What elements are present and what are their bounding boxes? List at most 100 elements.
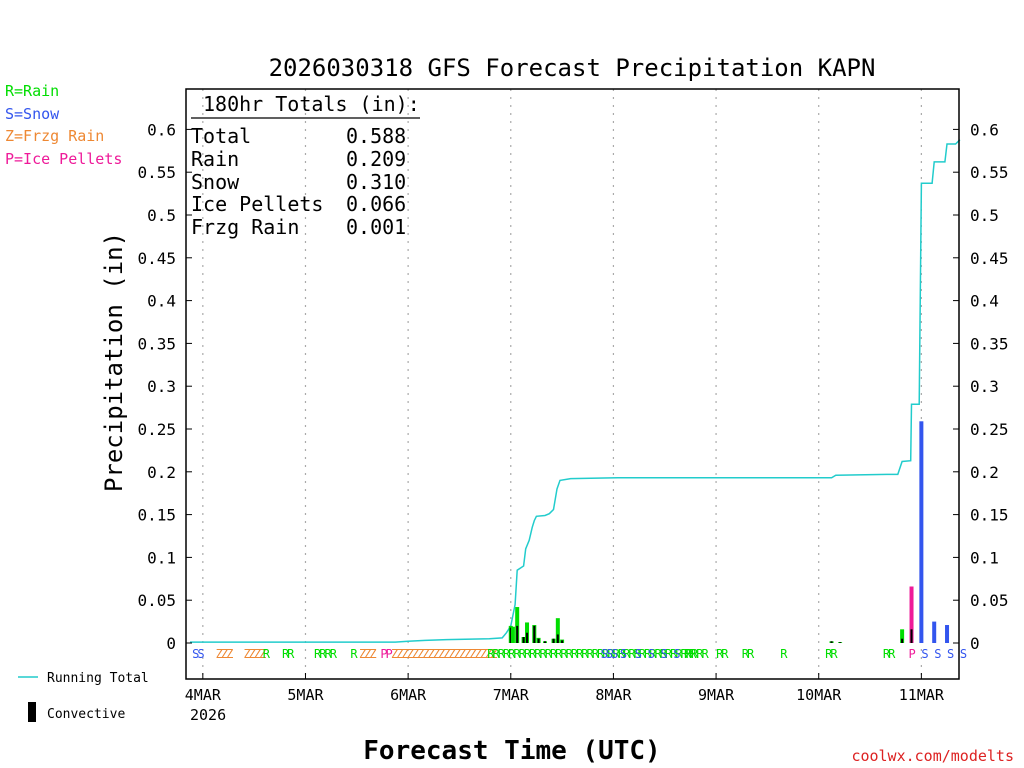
precip-bar-p bbox=[909, 586, 914, 643]
convective-bar bbox=[533, 625, 536, 643]
convective-bar bbox=[552, 638, 555, 643]
type-label-r: RRRR bbox=[314, 647, 338, 661]
y-tick-label-left: 0.15 bbox=[137, 506, 176, 525]
type-label-r: R bbox=[350, 647, 358, 661]
series-legend: Running Total Convective bbox=[18, 671, 149, 722]
y-tick-label-right: 0.55 bbox=[970, 163, 1009, 182]
x-tick-label: 5MAR bbox=[287, 686, 324, 704]
type-label-s: S bbox=[934, 647, 941, 661]
type-label-r: RR bbox=[825, 647, 838, 661]
y-tick-label-left: 0.4 bbox=[147, 292, 176, 311]
x-tick-label: 7MAR bbox=[493, 686, 530, 704]
y-tick-label-right: 0.35 bbox=[970, 334, 1009, 353]
convective-bar bbox=[839, 642, 842, 643]
convective-bar bbox=[516, 625, 519, 643]
type-label-z: ZZZZZZZZZZZZZZZZZZZZ bbox=[391, 647, 497, 661]
type-label-s: S bbox=[635, 647, 642, 661]
x-tick-label: 8MAR bbox=[595, 686, 632, 704]
totals-value-ice-pellets: 0.066 bbox=[346, 192, 406, 216]
precip-bars bbox=[508, 421, 950, 643]
type-label-r: RRRRRRRRRRRRRRRRRRRRRRRRRRRRRRRRRRRRRRRR… bbox=[487, 647, 709, 661]
y-tick-label-right: 0 bbox=[970, 634, 980, 653]
convective-bar bbox=[526, 632, 529, 643]
type-label-s: S bbox=[648, 647, 655, 661]
precip-bar-r bbox=[515, 607, 520, 643]
chart-title: 2026030318 GFS Forecast Precipitation KA… bbox=[269, 54, 876, 82]
year-label: 2026 bbox=[190, 706, 226, 724]
totals-label-freezing-rain: Frzg Rain bbox=[191, 215, 299, 239]
running-total-series bbox=[190, 139, 961, 643]
convective-bar bbox=[556, 634, 559, 643]
type-label-s: S bbox=[921, 647, 928, 661]
type-label-s: S bbox=[947, 647, 954, 661]
type-label-r: RR bbox=[282, 647, 295, 661]
x-tick-label: 10MAR bbox=[796, 686, 842, 704]
y-tick-label-left: 0.2 bbox=[147, 463, 176, 482]
precip-bar-s bbox=[919, 421, 924, 643]
y-tick-label-left: 0.45 bbox=[137, 249, 176, 268]
y-tick-label-left: 0.5 bbox=[147, 206, 176, 225]
x-tick-label: 6MAR bbox=[390, 686, 427, 704]
credit-text: coolwx.com/modelts bbox=[851, 747, 1014, 765]
legend-freezing-rain: Z=Frzg Rain bbox=[5, 127, 104, 145]
convective-legend-swatch bbox=[28, 702, 36, 722]
totals-box: 180hr Totals (in): Total 0.588 Rain 0.20… bbox=[191, 92, 420, 239]
type-label-s: S bbox=[673, 647, 680, 661]
x-tick-label: 11MAR bbox=[899, 686, 945, 704]
precip-bar-s bbox=[945, 625, 950, 643]
totals-heading: 180hr Totals (in): bbox=[203, 92, 420, 116]
y-tick-label-left: 0.1 bbox=[147, 548, 176, 567]
convective-legend-label: Convective bbox=[47, 707, 125, 722]
totals-label-ice-pellets: Ice Pellets bbox=[191, 192, 323, 216]
x-tick-label: 9MAR bbox=[698, 686, 735, 704]
legend-ice-pellets: P=Ice Pellets bbox=[5, 150, 122, 168]
type-label-r: R bbox=[263, 647, 271, 661]
type-legend: R=Rain S=Snow Z=Frzg Rain P=Ice Pellets bbox=[5, 82, 122, 168]
type-label-p: P bbox=[909, 647, 916, 661]
type-label-z: ZZZ bbox=[359, 647, 376, 661]
plot-frame bbox=[185, 88, 960, 680]
y-axis-label: Precipitation (in) bbox=[100, 232, 128, 492]
totals-label-total: Total bbox=[191, 124, 251, 148]
convective-bar bbox=[830, 641, 833, 643]
type-label-z: ZZZ bbox=[216, 647, 233, 661]
type-label-s: S bbox=[660, 647, 667, 661]
running-total-legend-label: Running Total bbox=[47, 671, 149, 686]
convective-bar bbox=[537, 638, 540, 643]
convective-bar bbox=[509, 627, 512, 643]
y-tick-label-right: 0.15 bbox=[970, 506, 1009, 525]
totals-value-snow: 0.310 bbox=[346, 170, 406, 194]
x-tick-label: 4MAR bbox=[185, 686, 222, 704]
totals-value-freezing-rain: 0.001 bbox=[346, 215, 406, 239]
y-tick-label-left: 0 bbox=[166, 634, 176, 653]
legend-snow: S=Snow bbox=[5, 105, 60, 123]
y-tick-label-right: 0.25 bbox=[970, 420, 1009, 439]
y-tick-label-left: 0.55 bbox=[137, 163, 176, 182]
y-tick-label-right: 0.45 bbox=[970, 249, 1009, 268]
type-label-r: R bbox=[780, 647, 788, 661]
type-label-r: RR bbox=[742, 647, 755, 661]
type-label-r: RR bbox=[883, 647, 896, 661]
y-tick-label-right: 0.1 bbox=[970, 548, 999, 567]
precip-bar-r bbox=[510, 626, 515, 643]
type-label-s: SS bbox=[192, 647, 204, 661]
grid-lines bbox=[202, 89, 922, 679]
convective-bar bbox=[901, 638, 904, 643]
type-label-s: SSS bbox=[601, 647, 618, 661]
y-tick-label-right: 0.4 bbox=[970, 292, 999, 311]
y-tick-label-right: 0.6 bbox=[970, 120, 999, 139]
convective-bar bbox=[561, 640, 564, 643]
precip-bar-s bbox=[932, 621, 937, 643]
x-axis-label: Forecast Time (UTC) bbox=[363, 736, 660, 766]
y-tick-label-left: 0.25 bbox=[137, 420, 176, 439]
convective-bar bbox=[543, 641, 546, 643]
y-tick-label-left: 0.05 bbox=[137, 591, 176, 610]
precip-bar-r bbox=[555, 618, 560, 643]
legend-rain: R=Rain bbox=[5, 82, 59, 100]
y-axis-ticks: 0 0 0.05 0.05 0.1 0.1 0.15 0.15 0.2 0.2 0.25 0.25 0.… bbox=[137, 120, 1008, 653]
y-tick-label-left: 0.3 bbox=[147, 377, 176, 396]
running-total-line bbox=[190, 139, 961, 643]
type-label-s: S bbox=[620, 647, 627, 661]
